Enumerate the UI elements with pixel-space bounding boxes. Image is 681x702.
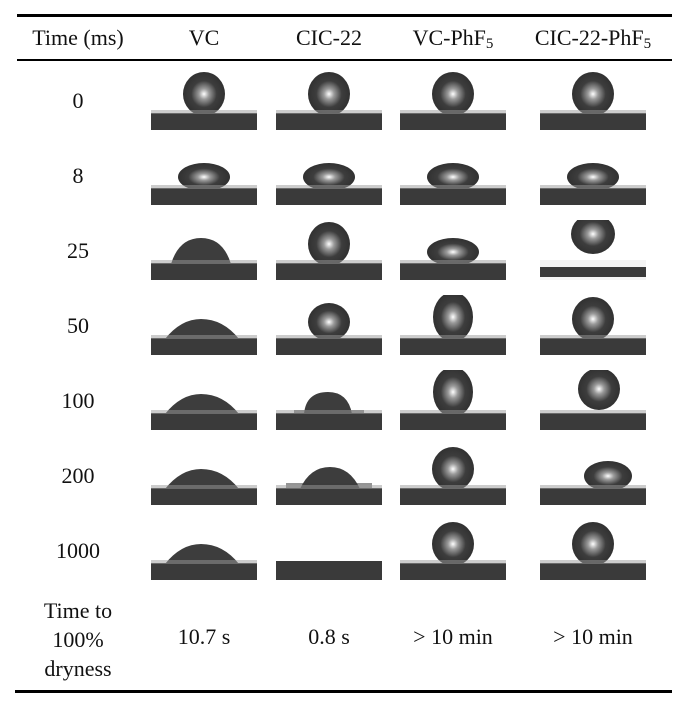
- droplet-flattened-icon: [151, 163, 257, 205]
- droplet-image: [151, 520, 257, 580]
- droplet-spread-wide-icon: [151, 319, 257, 355]
- droplet-image: [276, 520, 382, 580]
- row-time-label: 25: [67, 238, 89, 263]
- table-top-rule: [17, 14, 672, 17]
- footer-value-vc: 10.7 s: [177, 624, 231, 649]
- droplet-flattened-icon: [400, 163, 506, 205]
- droplet-sphere-low-icon: [276, 303, 382, 355]
- droplet-image: [540, 145, 646, 205]
- footer-label-line: 100%: [52, 627, 104, 652]
- droplet-image: [276, 70, 382, 130]
- droplet-image: [276, 145, 382, 205]
- droplet-image: [276, 295, 382, 355]
- droplet-image: [400, 370, 506, 430]
- droplet-spread-rough-wide-icon: [276, 467, 382, 505]
- droplet-image: [151, 295, 257, 355]
- droplet-flattened-right-icon: [540, 461, 646, 505]
- row-time-label: 100: [61, 388, 95, 413]
- droplet-image: [540, 520, 646, 580]
- header-col-vc: VC: [151, 24, 257, 52]
- row-time-label: 1000: [56, 538, 100, 563]
- header-col-cic22: CIC-22: [276, 24, 382, 52]
- droplet-image: [276, 370, 382, 430]
- droplet-image: [540, 70, 646, 130]
- droplet-image: [540, 220, 646, 280]
- droplet-image: [400, 220, 506, 280]
- droplet-image: [276, 220, 382, 280]
- table-bottom-rule: [15, 690, 672, 693]
- droplet-image: [151, 70, 257, 130]
- droplet-rebound-low-icon: [540, 370, 646, 430]
- droplet-sphere-icon: [540, 72, 646, 130]
- droplet-sphere-icon: [400, 522, 506, 580]
- droplet-tall-icon: [400, 295, 506, 355]
- droplet-image: [151, 445, 257, 505]
- droplet-image: [151, 370, 257, 430]
- table-header-rule: [17, 59, 672, 61]
- footer-value-cic22: 0.8 s: [308, 624, 350, 649]
- droplet-image: [400, 445, 506, 505]
- droplet-sphere-icon: [276, 222, 382, 280]
- droplet-image: [400, 70, 506, 130]
- droplet-dry-icon: [276, 561, 382, 580]
- row-time-label: 50: [67, 313, 89, 338]
- droplet-image: [540, 370, 646, 430]
- header-col-sub: 5: [643, 36, 652, 52]
- header-col-text: VC-PhF: [412, 25, 486, 50]
- droplet-image: [540, 295, 646, 355]
- footer-label: Time to 100% dryness: [20, 596, 136, 683]
- droplet-image: [400, 520, 506, 580]
- droplet-sphere-icon: [540, 522, 646, 580]
- droplet-image: [151, 145, 257, 205]
- droplet-spread-icon: [151, 238, 257, 280]
- droplet-flattened-icon: [400, 238, 506, 280]
- droplet-sphere-icon: [400, 447, 506, 505]
- droplet-flattened-icon: [276, 163, 382, 205]
- droplet-spread-wide-icon: [151, 469, 257, 505]
- row-time-label: 8: [72, 163, 84, 188]
- droplet-image: [400, 295, 506, 355]
- droplet-sphere-icon: [400, 72, 506, 130]
- droplet-tall-icon: [400, 370, 506, 430]
- droplet-rebound-icon: [540, 220, 646, 280]
- droplet-image: [151, 220, 257, 280]
- droplet-sphere-icon: [276, 72, 382, 130]
- header-col-cic22-phf5: CIC-22-PhF5: [517, 24, 669, 52]
- droplet-image: [400, 145, 506, 205]
- header-col-text: CIC-22-PhF: [534, 25, 644, 50]
- droplet-spread-wide-icon: [151, 544, 257, 580]
- droplet-spread-rough-icon: [276, 392, 382, 430]
- droplet-image: [540, 445, 646, 505]
- header-time: Time (ms): [32, 25, 124, 50]
- droplet-spread-wide-icon: [151, 394, 257, 430]
- footer-label-line: dryness: [44, 656, 112, 681]
- droplet-sphere-icon: [540, 297, 646, 355]
- footer-label-line: Time to: [43, 598, 113, 623]
- droplet-image: [276, 445, 382, 505]
- header-col-text: VC: [188, 25, 220, 50]
- header-col-sub: 5: [485, 36, 494, 52]
- header-col-text: CIC-22: [296, 25, 362, 50]
- row-time-label: 0: [72, 88, 84, 113]
- footer-value-vc-phf5: > 10 min: [413, 624, 493, 649]
- header-col-vc-phf5: VC-PhF5: [398, 24, 508, 52]
- row-time-label: 200: [61, 463, 95, 488]
- footer-value-cic22-phf5: > 10 min: [553, 624, 633, 649]
- droplet-sphere-icon: [151, 72, 257, 130]
- droplet-flattened-icon: [540, 163, 646, 205]
